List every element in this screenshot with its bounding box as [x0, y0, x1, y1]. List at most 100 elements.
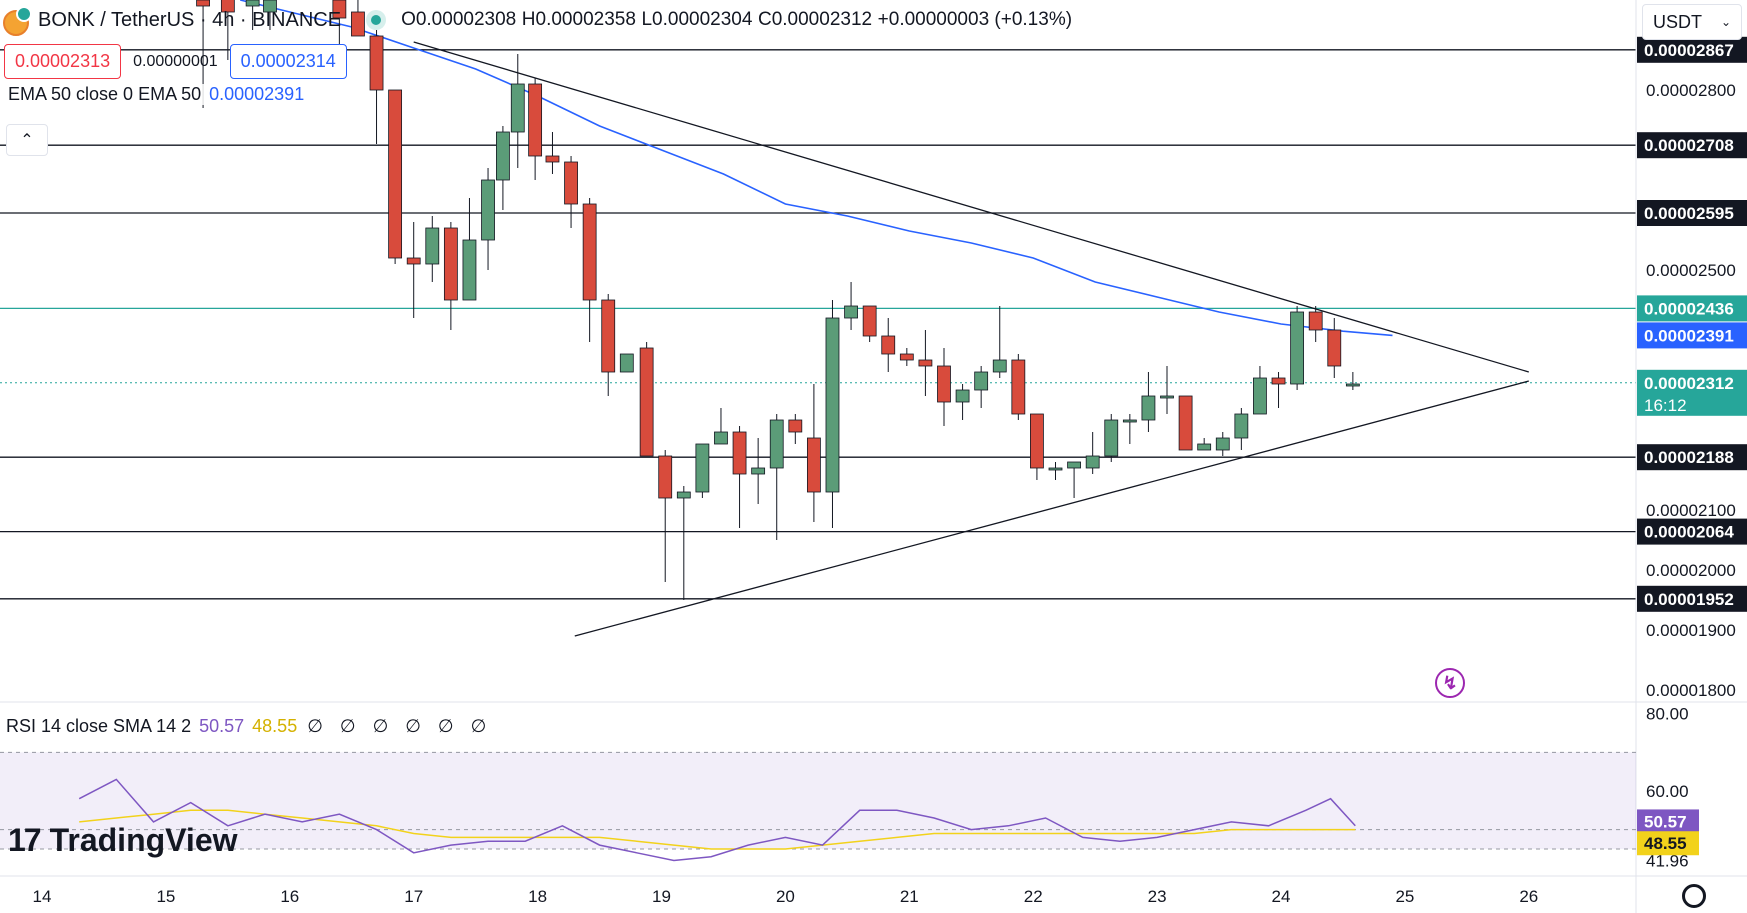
rsi-legend-value: 50.57: [199, 716, 245, 736]
ema-legend-value: 0.00002391: [209, 84, 305, 104]
level-badge: [1637, 518, 1747, 545]
candle-up: [1160, 366, 1174, 414]
candle-body: [714, 431, 728, 445]
time-axis: 14 15 16 17 18 19 20 21 22 23 24 25 26: [33, 887, 1539, 906]
candle-body: [1308, 311, 1323, 331]
candle-down: [881, 318, 896, 372]
time-tick-label: 17: [404, 887, 423, 906]
symbol-title[interactable]: BONK / TetherUS · 4h · BINANCE: [38, 8, 342, 31]
candle-body: [1271, 377, 1286, 385]
ema-polyline: [240, 0, 1393, 337]
candle-up: [714, 408, 728, 445]
buy-price-button[interactable]: 0.00002314: [229, 44, 347, 79]
candle-down: [899, 348, 914, 366]
candle-down: [545, 132, 560, 174]
market-status-icon: [371, 15, 382, 25]
price-tick-label: 0.00002100: [1646, 501, 1736, 520]
rsi-value-badge: [1637, 831, 1699, 856]
ema-legend[interactable]: EMA 50 close 0 EMA 50 0.00002391: [6, 84, 307, 105]
candle-body: [564, 161, 578, 205]
countdown-label: 16:12: [1644, 396, 1687, 415]
price-tick-label: 0.00002500: [1646, 261, 1736, 280]
spread-value: 0.00000001: [133, 52, 218, 70]
candle-body: [601, 299, 616, 373]
candle-body: [263, 0, 277, 13]
candle-body: [1122, 419, 1137, 423]
level-badge: [1637, 200, 1747, 226]
level-badge: [1637, 585, 1747, 612]
candle-down: [1327, 318, 1342, 378]
candle-body: [1141, 395, 1156, 421]
trade-panel: 0.00002313 0.00000001 0.00002314: [4, 44, 347, 79]
settings-gear-icon[interactable]: [1682, 884, 1706, 908]
candle-up: [676, 486, 691, 600]
candle-body: [881, 335, 896, 355]
level-badge-label: 0.00002064: [1644, 523, 1734, 542]
collapse-legend-button[interactable]: ⌃: [6, 124, 48, 156]
candle-down: [601, 294, 616, 396]
level-badge-label: 0.00002867: [1644, 41, 1734, 60]
candle-up: [481, 168, 495, 270]
currency-label: USDT: [1653, 11, 1702, 32]
level-badge-label: 0.00002708: [1644, 136, 1734, 155]
candle-body: [220, 0, 235, 13]
level-badge-label: 0.00002188: [1644, 448, 1734, 467]
candle-up: [1141, 372, 1156, 432]
flash-icon[interactable]: ↯: [1435, 668, 1465, 698]
candle-body: [844, 305, 858, 319]
candle-down: [528, 78, 543, 180]
trendline-lower: [574, 380, 1529, 637]
time-tick-label: 19: [652, 887, 671, 906]
candle-down: [1011, 354, 1026, 420]
tradingview-logo[interactable]: 17 TradingView: [8, 822, 238, 859]
rsi-legend-label: RSI 14 close SMA 14 2: [6, 716, 192, 736]
currency-select[interactable]: USDT ⌄: [1642, 4, 1742, 40]
candle-body: [369, 35, 384, 91]
candle-body: [619, 353, 634, 373]
candle-body: [545, 155, 560, 163]
candle-body: [481, 179, 495, 241]
candle-up: [510, 54, 525, 168]
price-tick-label: 0.00001800: [1646, 681, 1736, 700]
candle-up: [1234, 408, 1249, 450]
candle-body: [974, 371, 989, 391]
rsi-sma-line: [79, 809, 1356, 850]
ema-legend-label: EMA 50 close 0 EMA 50: [8, 84, 202, 104]
candle-up: [1345, 372, 1360, 390]
tradingview-logo-text: TradingView: [49, 822, 238, 858]
candle-body: [899, 353, 914, 361]
candle-body: [825, 317, 840, 493]
rsi-legend-extras: ∅ ∅ ∅ ∅ ∅ ∅: [307, 716, 493, 736]
candle-up: [1104, 414, 1119, 462]
candle-down: [1030, 413, 1044, 480]
rsi-value-badge: [1637, 809, 1699, 834]
time-tick-label: 18: [528, 887, 547, 906]
candle-down: [1271, 372, 1286, 408]
candle-body: [788, 419, 803, 433]
candle-up: [955, 384, 970, 420]
candle-body: [658, 455, 673, 499]
candle-down: [788, 414, 803, 444]
price-tick-label: 0.00001900: [1646, 621, 1736, 640]
candle-body: [443, 227, 458, 301]
candle-up: [992, 306, 1007, 378]
rsi-legend[interactable]: RSI 14 close SMA 14 2 50.57 48.55 ∅ ∅ ∅ ∅ ∅…: [6, 716, 492, 737]
candle-down: [918, 330, 933, 396]
level-badge-label: 0.00002312: [1644, 374, 1734, 393]
candle-down: [862, 305, 877, 342]
candle-body: [1104, 419, 1119, 457]
candle-body: [1197, 443, 1212, 451]
candle-body: [1160, 395, 1174, 399]
candle-up: [1085, 432, 1100, 474]
sell-price-button[interactable]: 0.00002313: [4, 44, 122, 79]
level-badge: [1637, 36, 1747, 63]
time-tick-label: 21: [900, 887, 919, 906]
candle-down: [1308, 306, 1323, 342]
candle-body: [732, 431, 747, 475]
candle-up: [1253, 366, 1267, 415]
level-badge: [1637, 295, 1747, 322]
candle-body: [1345, 383, 1360, 387]
